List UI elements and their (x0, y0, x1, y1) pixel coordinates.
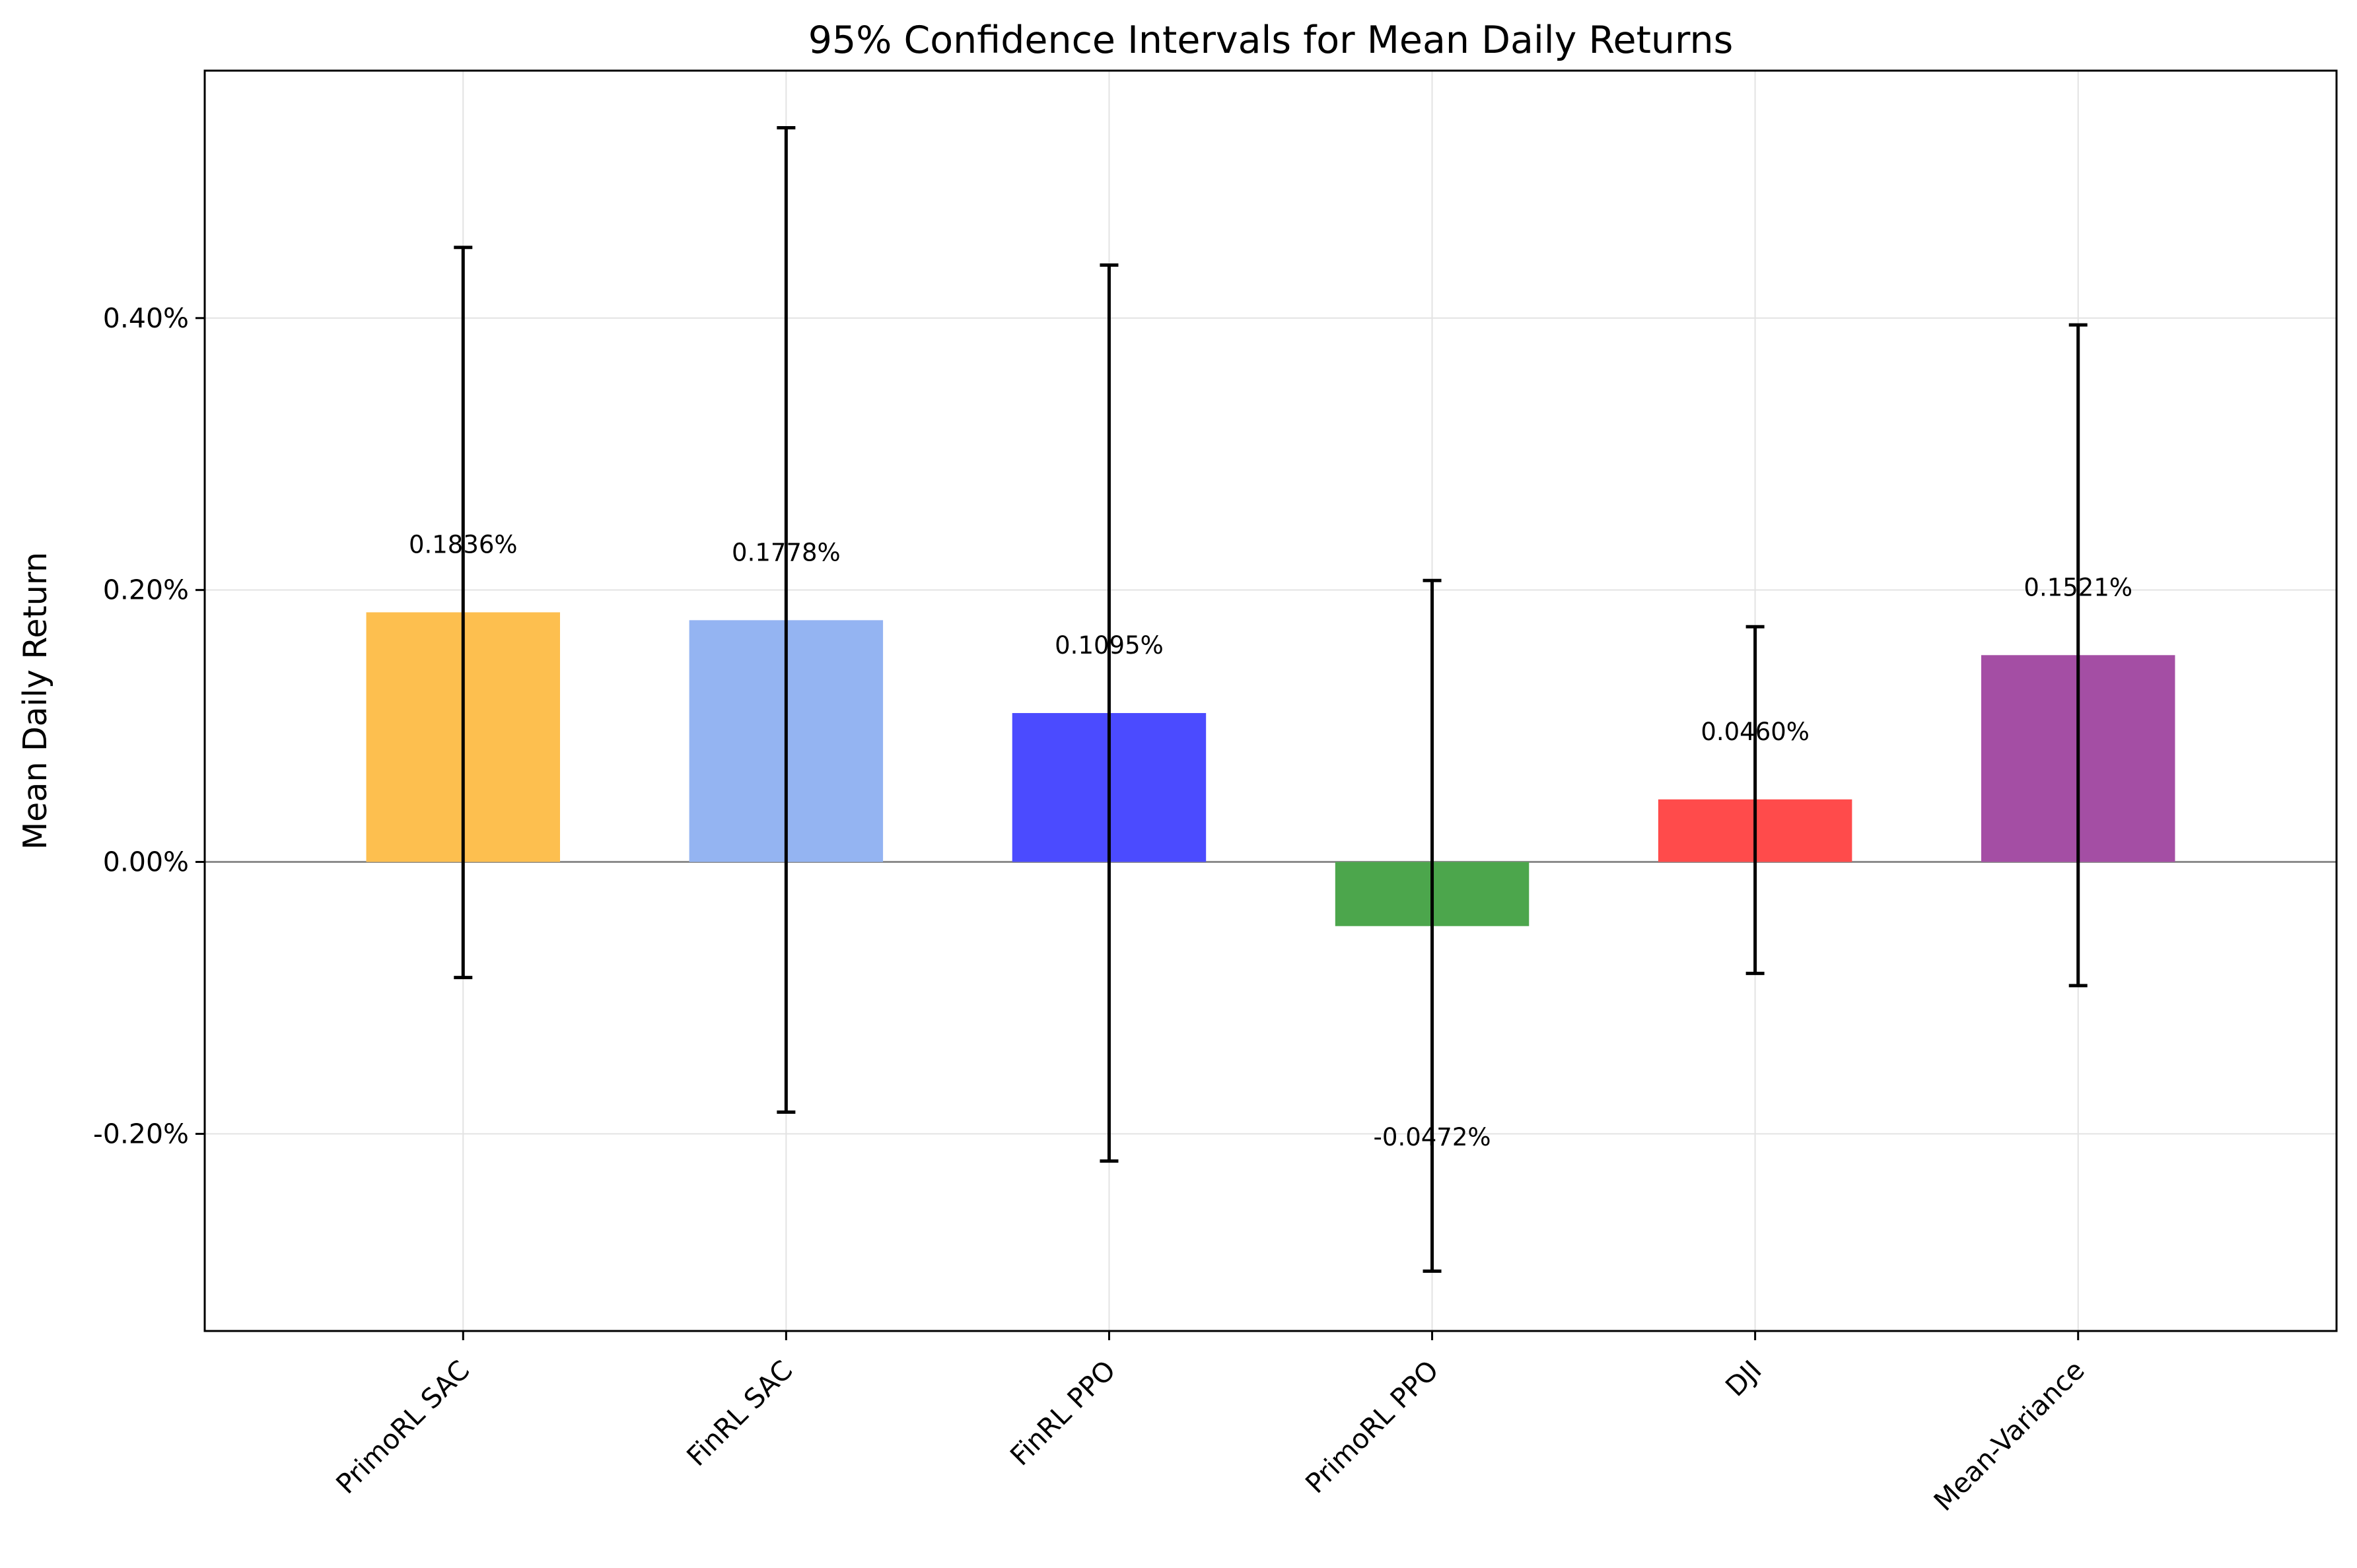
chart-title: 95% Confidence Intervals for Mean Daily … (808, 18, 1734, 62)
y-tick-label: 0.20% (103, 574, 189, 606)
y-axis-label: Mean Daily Return (17, 552, 54, 850)
plot-frame (203, 69, 2338, 1332)
data-label-layer: 0.1836% 0.1778% 0.1095% -0.0472% 0.0460% 0.15… (409, 530, 2132, 1151)
data-label: -0.0472% (1374, 1123, 1491, 1151)
data-label: 0.1521% (2023, 573, 2132, 601)
y-tick-label: -0.20% (93, 1118, 189, 1149)
data-label: 0.0460% (1701, 718, 1810, 746)
data-label: 0.1778% (732, 538, 841, 566)
error-bar-layer (454, 125, 2088, 1273)
y-tick-label: 0.40% (103, 302, 189, 334)
data-label: 0.1095% (1055, 631, 1164, 660)
data-label: 0.1836% (409, 530, 518, 559)
y-tick-label: 0.00% (103, 846, 189, 878)
